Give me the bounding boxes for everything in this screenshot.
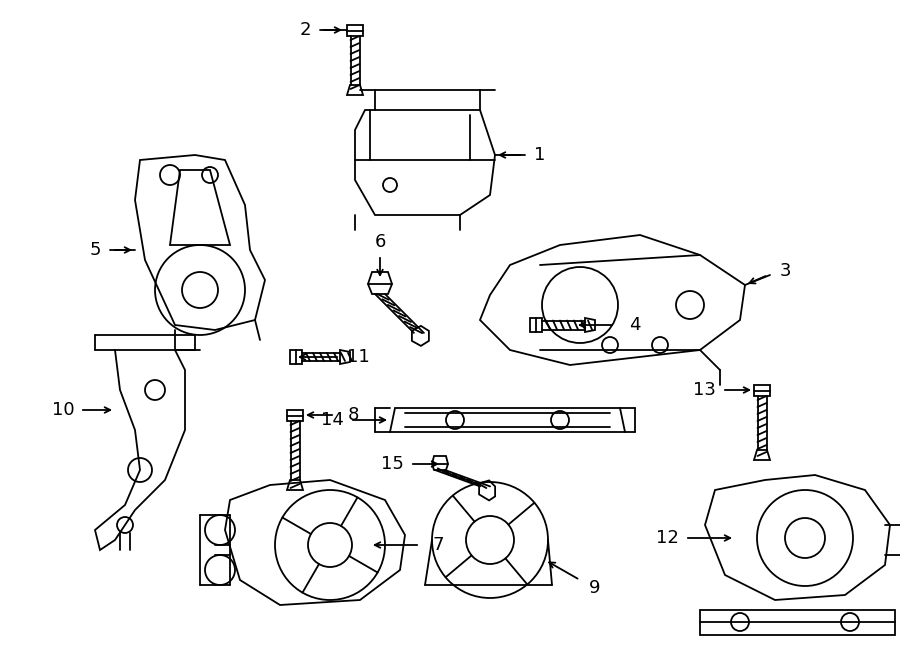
Text: 9: 9 [590, 579, 601, 597]
Text: 4: 4 [629, 316, 641, 334]
Text: 13: 13 [693, 381, 716, 399]
Text: 1: 1 [535, 146, 545, 164]
Text: 14: 14 [320, 411, 344, 429]
Text: 8: 8 [347, 406, 359, 424]
Text: 2: 2 [299, 21, 310, 39]
Text: 6: 6 [374, 233, 386, 251]
Text: 5: 5 [89, 241, 101, 259]
Text: 12: 12 [655, 529, 679, 547]
Text: 10: 10 [51, 401, 75, 419]
Text: 3: 3 [779, 262, 791, 280]
Text: 15: 15 [381, 455, 403, 473]
Text: 11: 11 [346, 348, 369, 366]
Text: 7: 7 [432, 536, 444, 554]
